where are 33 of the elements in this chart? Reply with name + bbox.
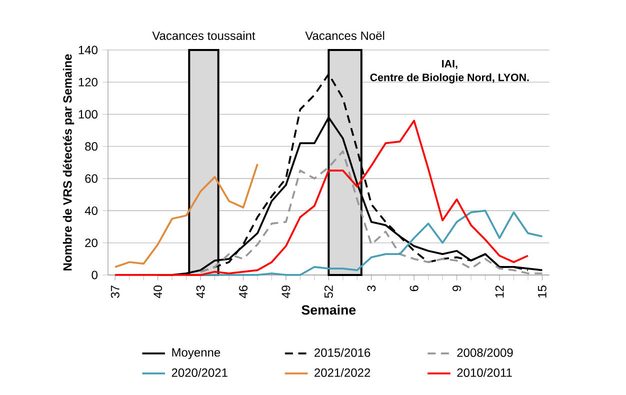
y-tick-label: 120 bbox=[78, 78, 98, 86]
text: Vacances Noël bbox=[305, 31, 384, 40]
legend-label: 2015/2016 bbox=[314, 348, 370, 357]
y-tick-label: 80 bbox=[85, 142, 98, 151]
x-tick-label: 43 bbox=[196, 286, 205, 298]
y-tick-label: 60 bbox=[85, 174, 98, 183]
y-tick-label: 0 bbox=[92, 270, 98, 280]
legend-label: 2021/2022 bbox=[314, 368, 370, 377]
y-tick-label: 100 bbox=[78, 110, 98, 119]
line-series bbox=[200, 150, 544, 274]
x-tick-label: 40 bbox=[154, 285, 162, 298]
legend-label: 2008/2009 bbox=[457, 348, 513, 357]
line-series bbox=[114, 163, 258, 268]
x-axis-title: Semaine bbox=[302, 304, 356, 315]
x-tick-label: 3 bbox=[367, 286, 376, 292]
annotation: IAI, bbox=[442, 60, 458, 70]
y-axis-title: Nombre de VRS détectés par Semaine bbox=[62, 54, 74, 270]
x-tick-label: 52 bbox=[324, 286, 333, 298]
text: Vacances toussaint bbox=[152, 31, 256, 40]
legend-label: 2010/2011 bbox=[457, 368, 512, 377]
y-tick-label: 20 bbox=[85, 238, 98, 248]
legend-label: 2020/2021 bbox=[172, 368, 228, 377]
x-tick-label: 46 bbox=[238, 286, 248, 298]
annotation: Centre de Biologie Nord, LYON. bbox=[370, 73, 529, 84]
x-tick-label: 6 bbox=[410, 286, 418, 292]
x-tick-label: 12 bbox=[495, 286, 504, 298]
y-tick-label: 140 bbox=[78, 46, 98, 54]
x-tick-label: 37 bbox=[110, 286, 120, 298]
x-tick-label: 15 bbox=[538, 286, 546, 298]
legend-label: Moyenne bbox=[172, 348, 220, 360]
x-tick-label: 9 bbox=[452, 286, 462, 292]
x-tick-label: 49 bbox=[282, 286, 290, 298]
y-tick-label: 40 bbox=[84, 206, 98, 215]
